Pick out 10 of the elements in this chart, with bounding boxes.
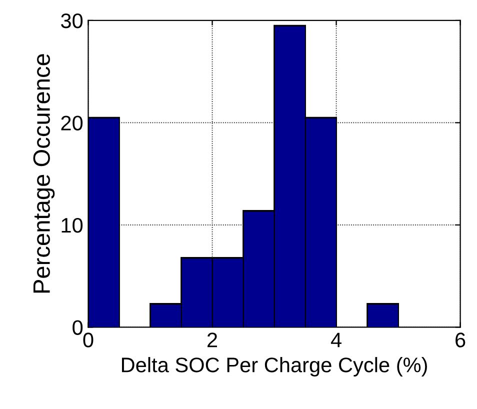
y-tick-label: 10 <box>62 218 83 233</box>
y-tick-label: 0 <box>72 320 83 335</box>
x-tick-label: 4 <box>330 332 342 348</box>
x-tick-label: 2 <box>208 332 218 348</box>
x-tick-label: 6 <box>456 332 466 348</box>
x-tick-label: 0 <box>83 332 94 348</box>
x-axis-title: Delta SOC Per Charge Cycle (%) <box>122 357 427 376</box>
y-tick-label: 20 <box>61 116 83 130</box>
y-tick-label: 30 <box>61 13 83 28</box>
y-axis-title: Percentage Occurence <box>33 54 55 293</box>
